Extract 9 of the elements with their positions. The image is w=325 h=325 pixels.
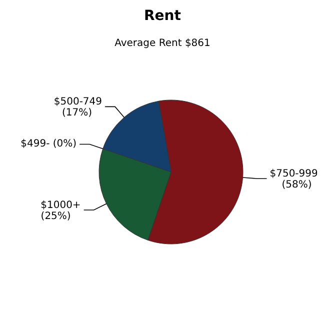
data-label: (58%) <box>282 180 312 191</box>
chart-subtitle: Average Rent $861 <box>114 38 212 49</box>
data-label: (17%) <box>62 108 92 119</box>
slice-label: $500-749 <box>54 96 102 108</box>
legend-label: $499- (0%) <box>20 138 77 150</box>
chart-title: Rent <box>143 8 182 24</box>
slice-label: $1000+ <box>40 200 81 211</box>
slice-label: $750-999 <box>270 168 318 180</box>
data-label: (25%) <box>40 210 71 222</box>
